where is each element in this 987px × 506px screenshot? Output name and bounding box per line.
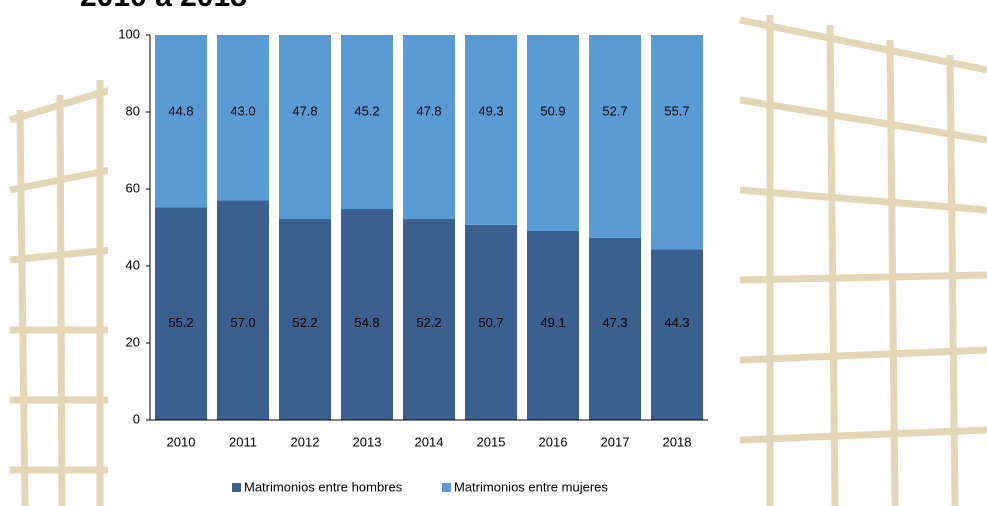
x-tick-label: 2010 bbox=[167, 434, 196, 449]
x-tick-label: 2013 bbox=[353, 434, 382, 449]
bar-segment bbox=[589, 237, 641, 420]
bar-segment bbox=[155, 207, 207, 420]
y-tick-label: 100 bbox=[118, 26, 140, 41]
x-tick-label: 2012 bbox=[291, 434, 320, 449]
bar-segment bbox=[403, 35, 455, 220]
legend-label: Matrimonios entre mujeres bbox=[454, 479, 608, 494]
x-tick-label: 2017 bbox=[601, 434, 630, 449]
data-label: 54.8 bbox=[354, 315, 379, 330]
bar-segment bbox=[527, 230, 579, 420]
bar-segment bbox=[279, 35, 331, 220]
data-label: 50.9 bbox=[540, 103, 565, 118]
y-tick-label: 60 bbox=[126, 180, 140, 195]
data-label: 55.2 bbox=[168, 315, 193, 330]
bar-segment bbox=[279, 219, 331, 420]
data-label: 47.8 bbox=[292, 103, 317, 118]
y-tick-label: 0 bbox=[133, 411, 140, 426]
bar-segment bbox=[651, 249, 703, 420]
data-label: 47.3 bbox=[602, 315, 627, 330]
x-tick-label: 2015 bbox=[477, 434, 506, 449]
data-label: 49.3 bbox=[478, 103, 503, 118]
bar-segment bbox=[527, 35, 579, 231]
bar-segment bbox=[217, 35, 269, 201]
legend-swatch bbox=[232, 483, 241, 492]
x-tick-label: 2018 bbox=[663, 434, 692, 449]
chart-title: 2010 a 2018 bbox=[80, 0, 247, 13]
data-label: 50.7 bbox=[478, 315, 503, 330]
legend-swatch bbox=[442, 483, 451, 492]
x-tick-label: 2014 bbox=[415, 434, 444, 449]
data-label: 43.0 bbox=[230, 103, 255, 118]
data-label: 55.7 bbox=[664, 103, 689, 118]
bar-segment bbox=[341, 35, 393, 210]
bar-segment bbox=[155, 35, 207, 208]
data-label: 47.8 bbox=[416, 103, 441, 118]
bar-segment bbox=[403, 219, 455, 420]
bar-segment bbox=[589, 35, 641, 238]
legend-label: Matrimonios entre hombres bbox=[244, 479, 403, 494]
data-label: 57.0 bbox=[230, 315, 255, 330]
data-label: 44.3 bbox=[664, 315, 689, 330]
bar-segment bbox=[465, 224, 517, 420]
data-label: 52.2 bbox=[416, 315, 441, 330]
data-label: 44.8 bbox=[168, 103, 193, 118]
x-tick-label: 2016 bbox=[539, 434, 568, 449]
data-label: 49.1 bbox=[540, 315, 565, 330]
bar-segment bbox=[651, 35, 703, 250]
bar-segment bbox=[465, 35, 517, 225]
y-tick-label: 40 bbox=[126, 257, 140, 272]
bar-segment bbox=[217, 200, 269, 420]
y-tick-label: 20 bbox=[126, 334, 140, 349]
x-tick-label: 2011 bbox=[229, 434, 257, 449]
data-label: 45.2 bbox=[354, 103, 379, 118]
background-decoration bbox=[8, 15, 987, 506]
data-label: 52.2 bbox=[292, 315, 317, 330]
y-tick-label: 80 bbox=[126, 103, 140, 118]
bar-segment bbox=[341, 209, 393, 420]
data-label: 52.7 bbox=[602, 103, 627, 118]
